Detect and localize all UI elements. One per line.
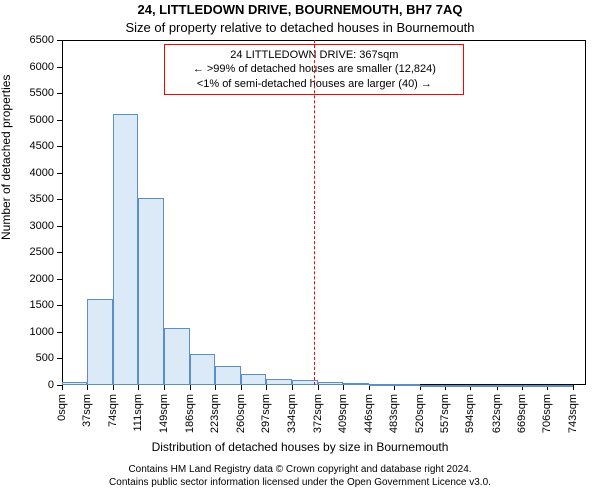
xtick-mark	[87, 385, 88, 390]
ytick-label: 6000	[22, 61, 54, 73]
ytick-label: 4000	[22, 167, 54, 179]
ytick-mark	[57, 40, 62, 41]
ytick-label: 2000	[22, 273, 54, 285]
ytick-label: 1000	[22, 326, 54, 338]
xtick-label: 372sqm	[312, 394, 324, 442]
xtick-mark	[292, 385, 293, 390]
xtick-label: 446sqm	[363, 394, 375, 442]
histogram-bar	[343, 383, 368, 385]
attribution-line-1: Contains HM Land Registry data © Crown c…	[0, 463, 600, 476]
histogram-bar	[318, 382, 343, 385]
ytick-mark	[57, 305, 62, 306]
xtick-label: 223sqm	[209, 394, 221, 442]
ytick-label: 2500	[22, 246, 54, 258]
histogram-bar	[497, 385, 522, 387]
histogram-bar	[87, 299, 112, 385]
xtick-label: 111sqm	[132, 394, 144, 442]
xtick-mark	[318, 385, 319, 390]
xtick-label: 37sqm	[81, 394, 93, 442]
xtick-label: 557sqm	[439, 394, 451, 442]
xtick-mark	[215, 385, 216, 390]
ytick-mark	[57, 93, 62, 94]
ytick-mark	[57, 279, 62, 280]
xtick-label: 520sqm	[414, 394, 426, 442]
histogram-bar	[62, 382, 87, 385]
ytick-mark	[57, 358, 62, 359]
ytick-mark	[57, 173, 62, 174]
ytick-label: 5500	[22, 87, 54, 99]
xtick-mark	[138, 385, 139, 390]
histogram-bar	[113, 114, 138, 385]
xtick-mark	[573, 385, 574, 390]
xtick-mark	[62, 385, 63, 390]
chart-subtitle: Size of property relative to detached ho…	[0, 20, 600, 35]
ytick-label: 3000	[22, 220, 54, 232]
xtick-label: 669sqm	[516, 394, 528, 442]
xtick-label: 74sqm	[107, 394, 119, 442]
xtick-label: 334sqm	[286, 394, 298, 442]
ytick-mark	[57, 146, 62, 147]
attribution: Contains HM Land Registry data © Crown c…	[0, 463, 600, 489]
xtick-label: 409sqm	[337, 394, 349, 442]
ytick-mark	[57, 252, 62, 253]
histogram-bar	[445, 385, 470, 387]
ytick-label: 500	[22, 352, 54, 364]
histogram-bar	[369, 384, 394, 386]
ytick-label: 6500	[22, 34, 54, 46]
xtick-label: 632sqm	[491, 394, 503, 442]
y-axis-label: Number of detached properties	[0, 75, 13, 240]
xtick-label: 594sqm	[464, 394, 476, 442]
xtick-label: 297sqm	[260, 394, 272, 442]
xtick-mark	[266, 385, 267, 390]
xtick-mark	[164, 385, 165, 390]
histogram-bar	[547, 385, 572, 387]
xtick-label: 0sqm	[56, 394, 68, 442]
xtick-mark	[343, 385, 344, 390]
ytick-mark	[57, 120, 62, 121]
histogram-bar	[138, 198, 164, 385]
xtick-label: 260sqm	[235, 394, 247, 442]
xtick-label: 186sqm	[184, 394, 196, 442]
histogram-bar	[522, 385, 547, 387]
ytick-mark	[57, 67, 62, 68]
histogram-bar	[215, 366, 240, 385]
chart-title: 24, LITTLEDOWN DRIVE, BOURNEMOUTH, BH7 7…	[0, 2, 600, 17]
ytick-label: 5000	[22, 114, 54, 126]
xtick-label: 706sqm	[541, 394, 553, 442]
histogram-bar	[266, 379, 291, 385]
ytick-mark	[57, 332, 62, 333]
x-axis-label: Distribution of detached houses by size …	[0, 440, 600, 454]
ytick-label: 1500	[22, 299, 54, 311]
histogram-bar	[394, 384, 419, 386]
ytick-mark	[57, 226, 62, 227]
ytick-label: 3500	[22, 193, 54, 205]
histogram-bar	[420, 385, 445, 387]
xtick-label: 743sqm	[567, 394, 579, 442]
histogram-bar	[241, 374, 266, 385]
ytick-label: 0	[22, 379, 54, 391]
xtick-mark	[113, 385, 114, 390]
histogram-bar	[164, 328, 189, 385]
xtick-mark	[190, 385, 191, 390]
attribution-line-2: Contains public sector information licen…	[0, 476, 600, 489]
marker-line	[314, 40, 315, 385]
xtick-label: 149sqm	[158, 394, 170, 442]
histogram-bar	[190, 354, 215, 385]
chart-frame: 24, LITTLEDOWN DRIVE, BOURNEMOUTH, BH7 7…	[0, 0, 600, 500]
ytick-label: 4500	[22, 140, 54, 152]
ytick-mark	[57, 199, 62, 200]
xtick-label: 483sqm	[388, 394, 400, 442]
xtick-mark	[241, 385, 242, 390]
histogram-bar	[470, 385, 496, 387]
